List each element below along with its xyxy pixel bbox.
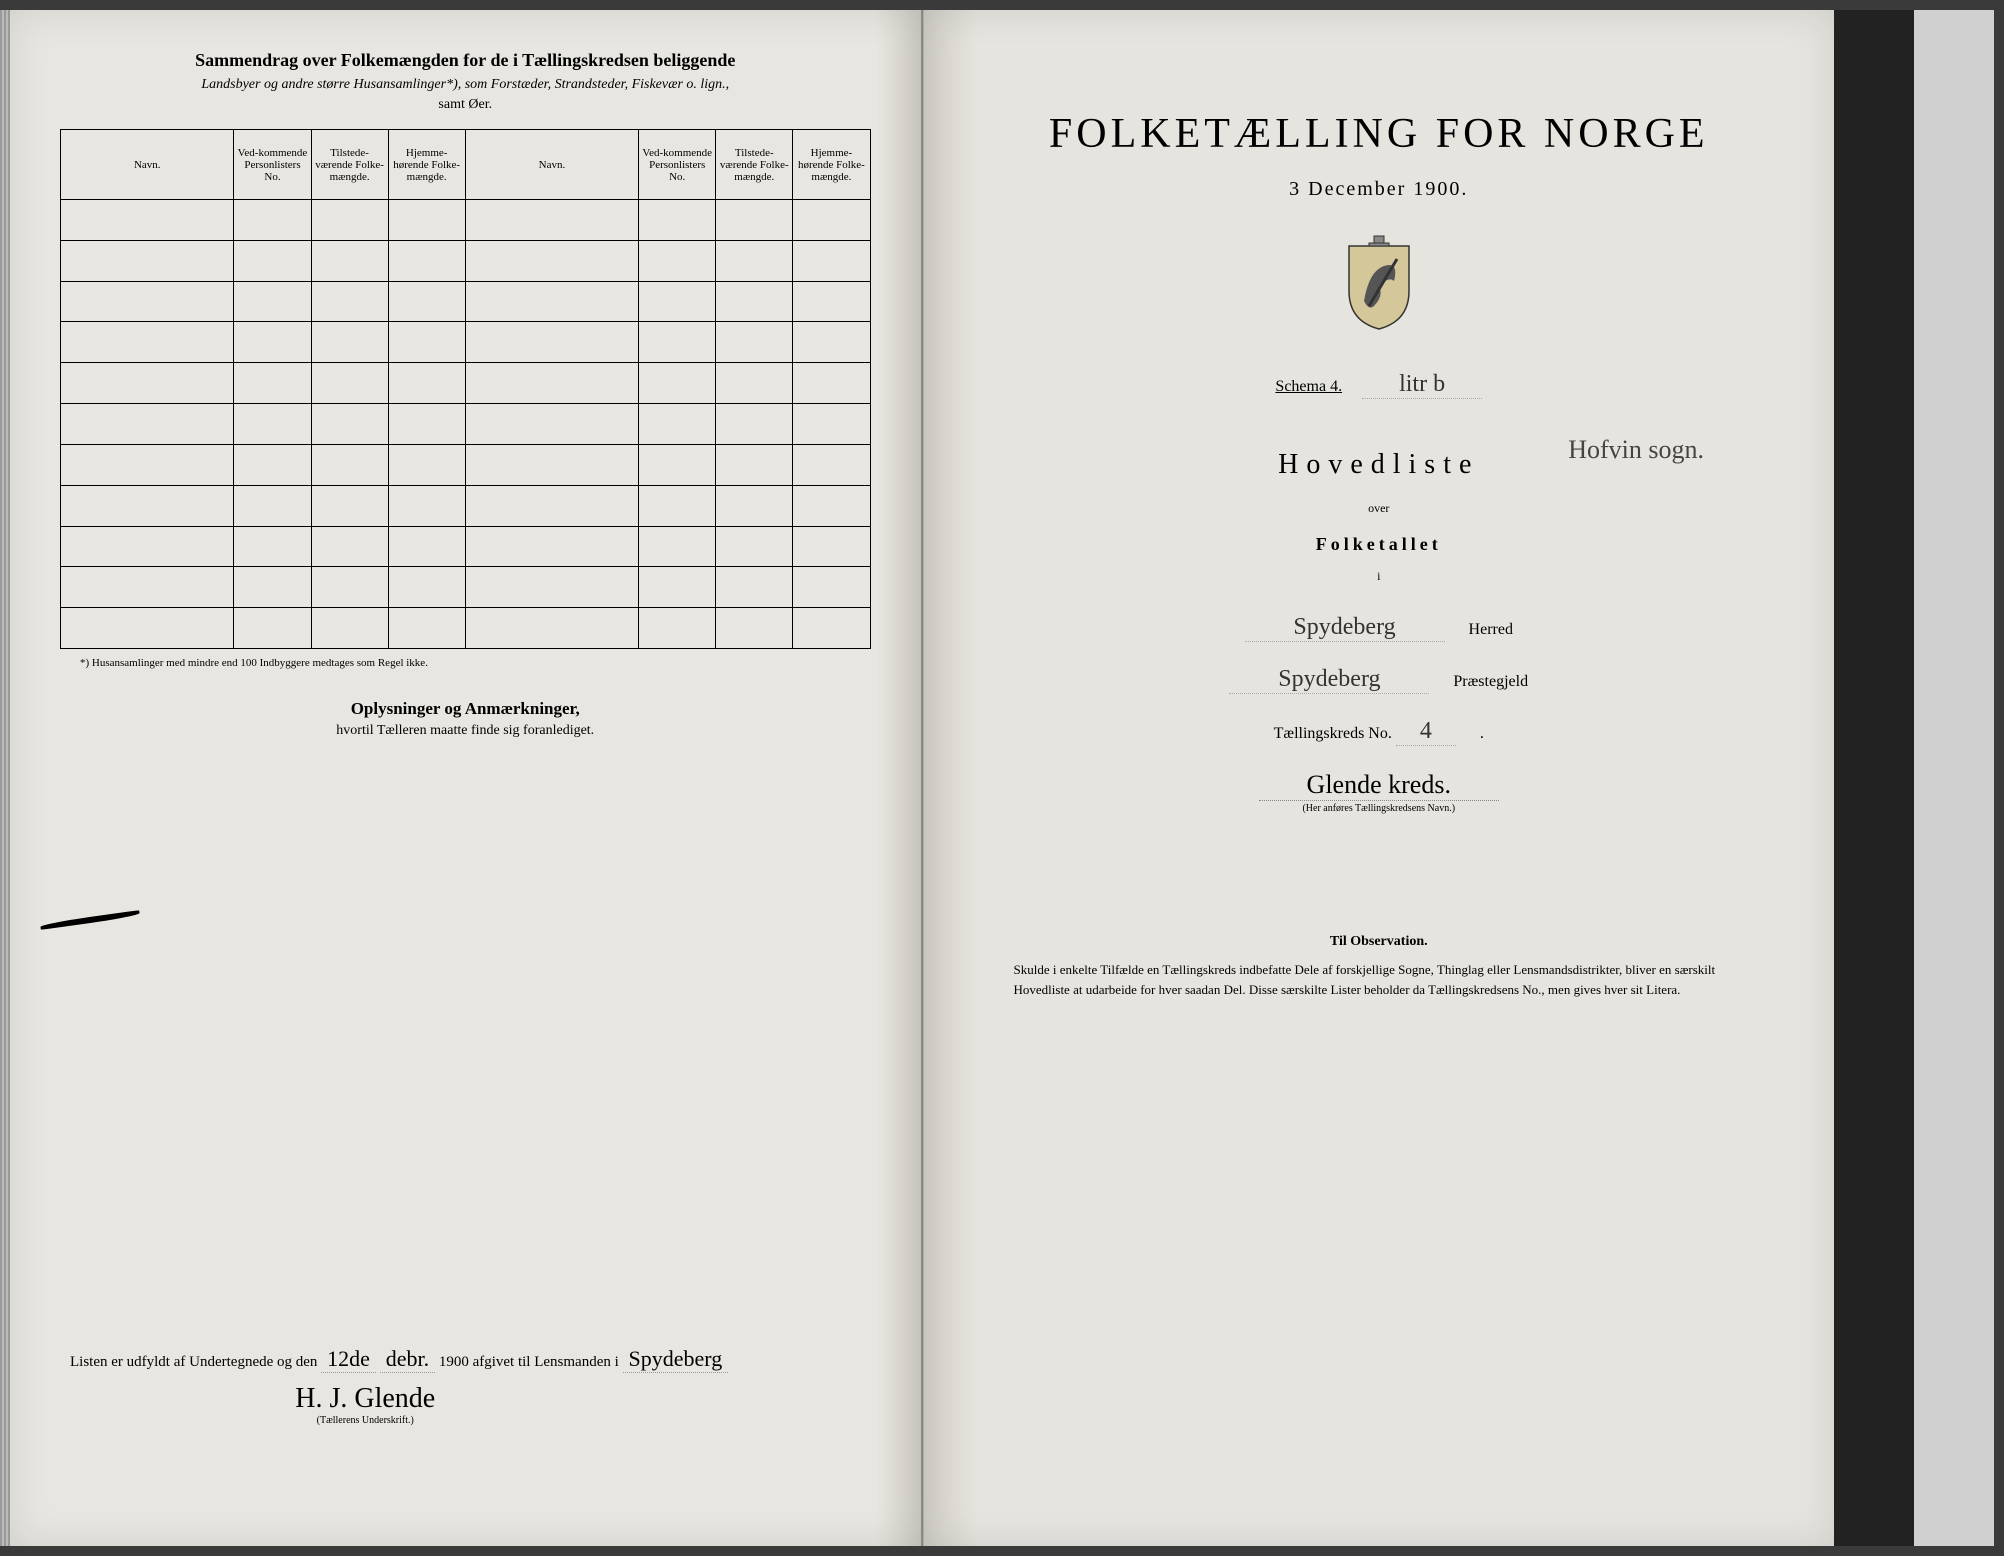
oplys-sub: hvortil Tælleren maatte finde sig foranl… (60, 723, 871, 739)
left-sub1: Landsbyer og andre større Husansamlinger… (60, 77, 871, 93)
table-row (61, 608, 871, 649)
left-sub2: samt Øer. (60, 97, 871, 113)
page-stack-edge (0, 10, 10, 1546)
census-title: FOLKETÆLLING FOR NORGE (974, 110, 1785, 158)
kreds-name-handwritten: Glende kreds. (1259, 770, 1499, 801)
left-title: Sammendrag over Folkemængden for de i Tæ… (60, 50, 871, 71)
scan-margin (1914, 10, 1994, 1546)
table-row (61, 404, 871, 445)
right-page: FOLKETÆLLING FOR NORGE 3 December 1900. … (923, 10, 1835, 1546)
census-book: Sammendrag over Folkemængden for de i Tæ… (10, 10, 1994, 1546)
col-tilst-2: Tilstede-værende Folke-mængde. (716, 130, 793, 200)
obs-title: Til Observation. (974, 934, 1785, 950)
kreds-no-handwritten: 4 (1396, 718, 1456, 746)
signature-label: (Tællerens Underskrift.) (70, 1415, 861, 1426)
table-row (61, 485, 871, 526)
praestegjeld-row: Spydeberg Præstegjeld (974, 666, 1785, 694)
col-navn-2: Navn. (465, 130, 638, 200)
sign-month: debr. (380, 1346, 435, 1373)
herred-handwritten: Spydeberg (1245, 614, 1445, 642)
ink-mark (40, 910, 140, 930)
herred-label: Herred (1469, 621, 1513, 638)
signature-line: Listen er udfyldt af Undertegnede og den… (70, 1346, 861, 1426)
table-row (61, 200, 871, 241)
folketallet: Folketallet (974, 534, 1785, 555)
sign-mid: 1900 afgivet til Lensmanden i (439, 1354, 619, 1370)
sogn-handwritten: Hofvin sogn. (1568, 435, 1704, 465)
table-row (61, 444, 871, 485)
sign-day: 12de (321, 1346, 376, 1373)
sign-prefix: Listen er udfyldt af Undertegnede og den (70, 1354, 317, 1370)
coat-of-arms-icon (1339, 231, 1419, 331)
table-row (61, 322, 871, 363)
herred-row: Spydeberg Herred (974, 614, 1785, 642)
kreds-name-label: (Her anføres Tællingskredsens Navn.) (974, 803, 1785, 814)
schema-label: Schema 4. (1275, 378, 1342, 395)
over-label: over (974, 501, 1785, 516)
sign-place: Spydeberg (623, 1346, 729, 1373)
col-tilst-1: Tilstede-værende Folke-mængde. (311, 130, 388, 200)
table-row (61, 363, 871, 404)
praest-label: Præstegjeld (1453, 673, 1528, 690)
summary-table: Navn. Ved-kommende Personlisters No. Til… (60, 129, 871, 649)
signature: H. J. Glende (70, 1383, 861, 1415)
left-page: Sammendrag over Folkemængden for de i Tæ… (10, 10, 923, 1546)
praest-handwritten: Spydeberg (1229, 666, 1429, 694)
census-date: 3 December 1900. (974, 178, 1785, 201)
col-hjem-1: Hjemme-hørende Folke-mængde. (388, 130, 465, 200)
col-hjem-2: Hjemme-hørende Folke-mængde. (793, 130, 870, 200)
kreds-no-row: Tællingskreds No. 4 . (974, 718, 1785, 746)
col-ved-1: Ved-kommende Personlisters No. (234, 130, 311, 200)
col-navn-1: Navn. (61, 130, 234, 200)
i-label: i (974, 569, 1785, 584)
kreds-no-label: Tællingskreds No. (1274, 725, 1392, 742)
schema-line: Schema 4. litr b (974, 371, 1785, 399)
footnote: *) Husansamlinger med mindre end 100 Ind… (60, 657, 871, 669)
schema-handwritten: litr b (1362, 371, 1482, 399)
obs-text: Skulde i enkelte Tilfælde en Tællingskre… (974, 960, 1785, 999)
table-row (61, 281, 871, 322)
table-row (61, 567, 871, 608)
table-row (61, 526, 871, 567)
col-ved-2: Ved-kommende Personlisters No. (639, 130, 716, 200)
oplys-title: Oplysninger og Anmærkninger, (60, 699, 871, 719)
table-row (61, 240, 871, 281)
